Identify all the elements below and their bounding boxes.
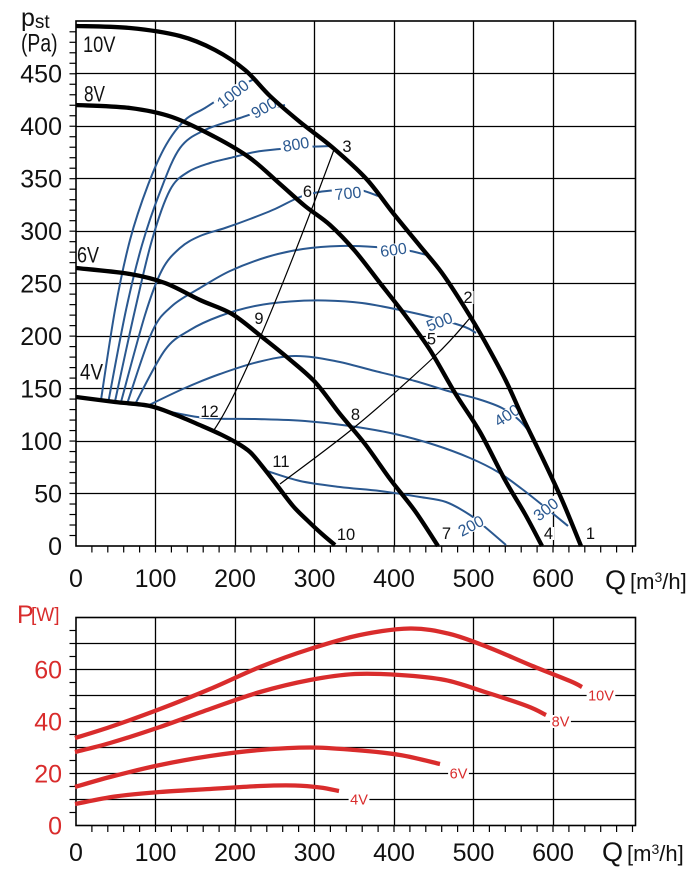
svg-text:12: 12 xyxy=(200,403,218,421)
svg-text:0: 0 xyxy=(48,533,62,561)
svg-text:250: 250 xyxy=(20,270,62,298)
svg-text:500: 500 xyxy=(453,839,495,867)
svg-text:6V: 6V xyxy=(450,767,468,783)
svg-text:700: 700 xyxy=(334,184,362,204)
svg-text:300: 300 xyxy=(294,839,336,867)
svg-text:(Pa): (Pa) xyxy=(21,30,58,58)
svg-text:600: 600 xyxy=(532,565,574,593)
svg-text:400: 400 xyxy=(373,839,415,867)
svg-text:4: 4 xyxy=(544,525,553,543)
svg-text:Q: Q xyxy=(602,837,623,867)
svg-text:10V: 10V xyxy=(83,32,116,57)
svg-text:6V: 6V xyxy=(77,243,99,268)
svg-text:1: 1 xyxy=(586,525,595,543)
svg-text:10: 10 xyxy=(337,526,355,544)
svg-text:400: 400 xyxy=(20,113,62,141)
svg-text:5: 5 xyxy=(427,331,436,349)
svg-text:6: 6 xyxy=(303,183,312,201)
svg-text:7: 7 xyxy=(442,525,451,543)
svg-text:8V: 8V xyxy=(552,715,570,731)
svg-text:pst: pst xyxy=(21,4,50,33)
svg-text:0: 0 xyxy=(69,839,83,867)
svg-text:0: 0 xyxy=(69,565,83,593)
svg-text:8V: 8V xyxy=(84,82,105,107)
svg-text:4V: 4V xyxy=(80,360,103,385)
svg-text:800: 800 xyxy=(282,135,311,156)
svg-text:100: 100 xyxy=(135,839,177,867)
svg-text:200: 200 xyxy=(20,323,62,351)
svg-text:60: 60 xyxy=(34,656,62,684)
svg-text:2: 2 xyxy=(463,289,472,307)
svg-text:450: 450 xyxy=(20,61,62,89)
svg-text:4V: 4V xyxy=(350,793,368,809)
svg-text:8: 8 xyxy=(351,406,360,424)
svg-text:600: 600 xyxy=(379,241,408,262)
svg-text:Q: Q xyxy=(605,565,626,595)
svg-text:400: 400 xyxy=(373,565,415,593)
svg-text:20: 20 xyxy=(34,760,62,788)
svg-text:50: 50 xyxy=(34,480,62,508)
svg-text:[m3/h]: [m3/h] xyxy=(627,841,684,866)
svg-text:350: 350 xyxy=(20,166,62,194)
svg-text:200: 200 xyxy=(214,565,256,593)
svg-text:40: 40 xyxy=(34,708,62,736)
svg-text:10V: 10V xyxy=(588,689,614,705)
svg-text:150: 150 xyxy=(20,375,62,403)
svg-text:500: 500 xyxy=(453,565,495,593)
svg-text:300: 300 xyxy=(20,218,62,246)
svg-text:600: 600 xyxy=(532,839,574,867)
svg-text:P: P xyxy=(17,601,34,629)
svg-text:3: 3 xyxy=(342,138,351,156)
svg-text:200: 200 xyxy=(214,839,256,867)
svg-text:[W]: [W] xyxy=(31,605,60,626)
svg-text:9: 9 xyxy=(254,310,263,328)
svg-text:11: 11 xyxy=(272,453,289,471)
svg-text:100: 100 xyxy=(20,428,62,456)
svg-text:0: 0 xyxy=(48,812,62,840)
svg-text:300: 300 xyxy=(294,565,336,593)
svg-text:100: 100 xyxy=(135,565,177,593)
